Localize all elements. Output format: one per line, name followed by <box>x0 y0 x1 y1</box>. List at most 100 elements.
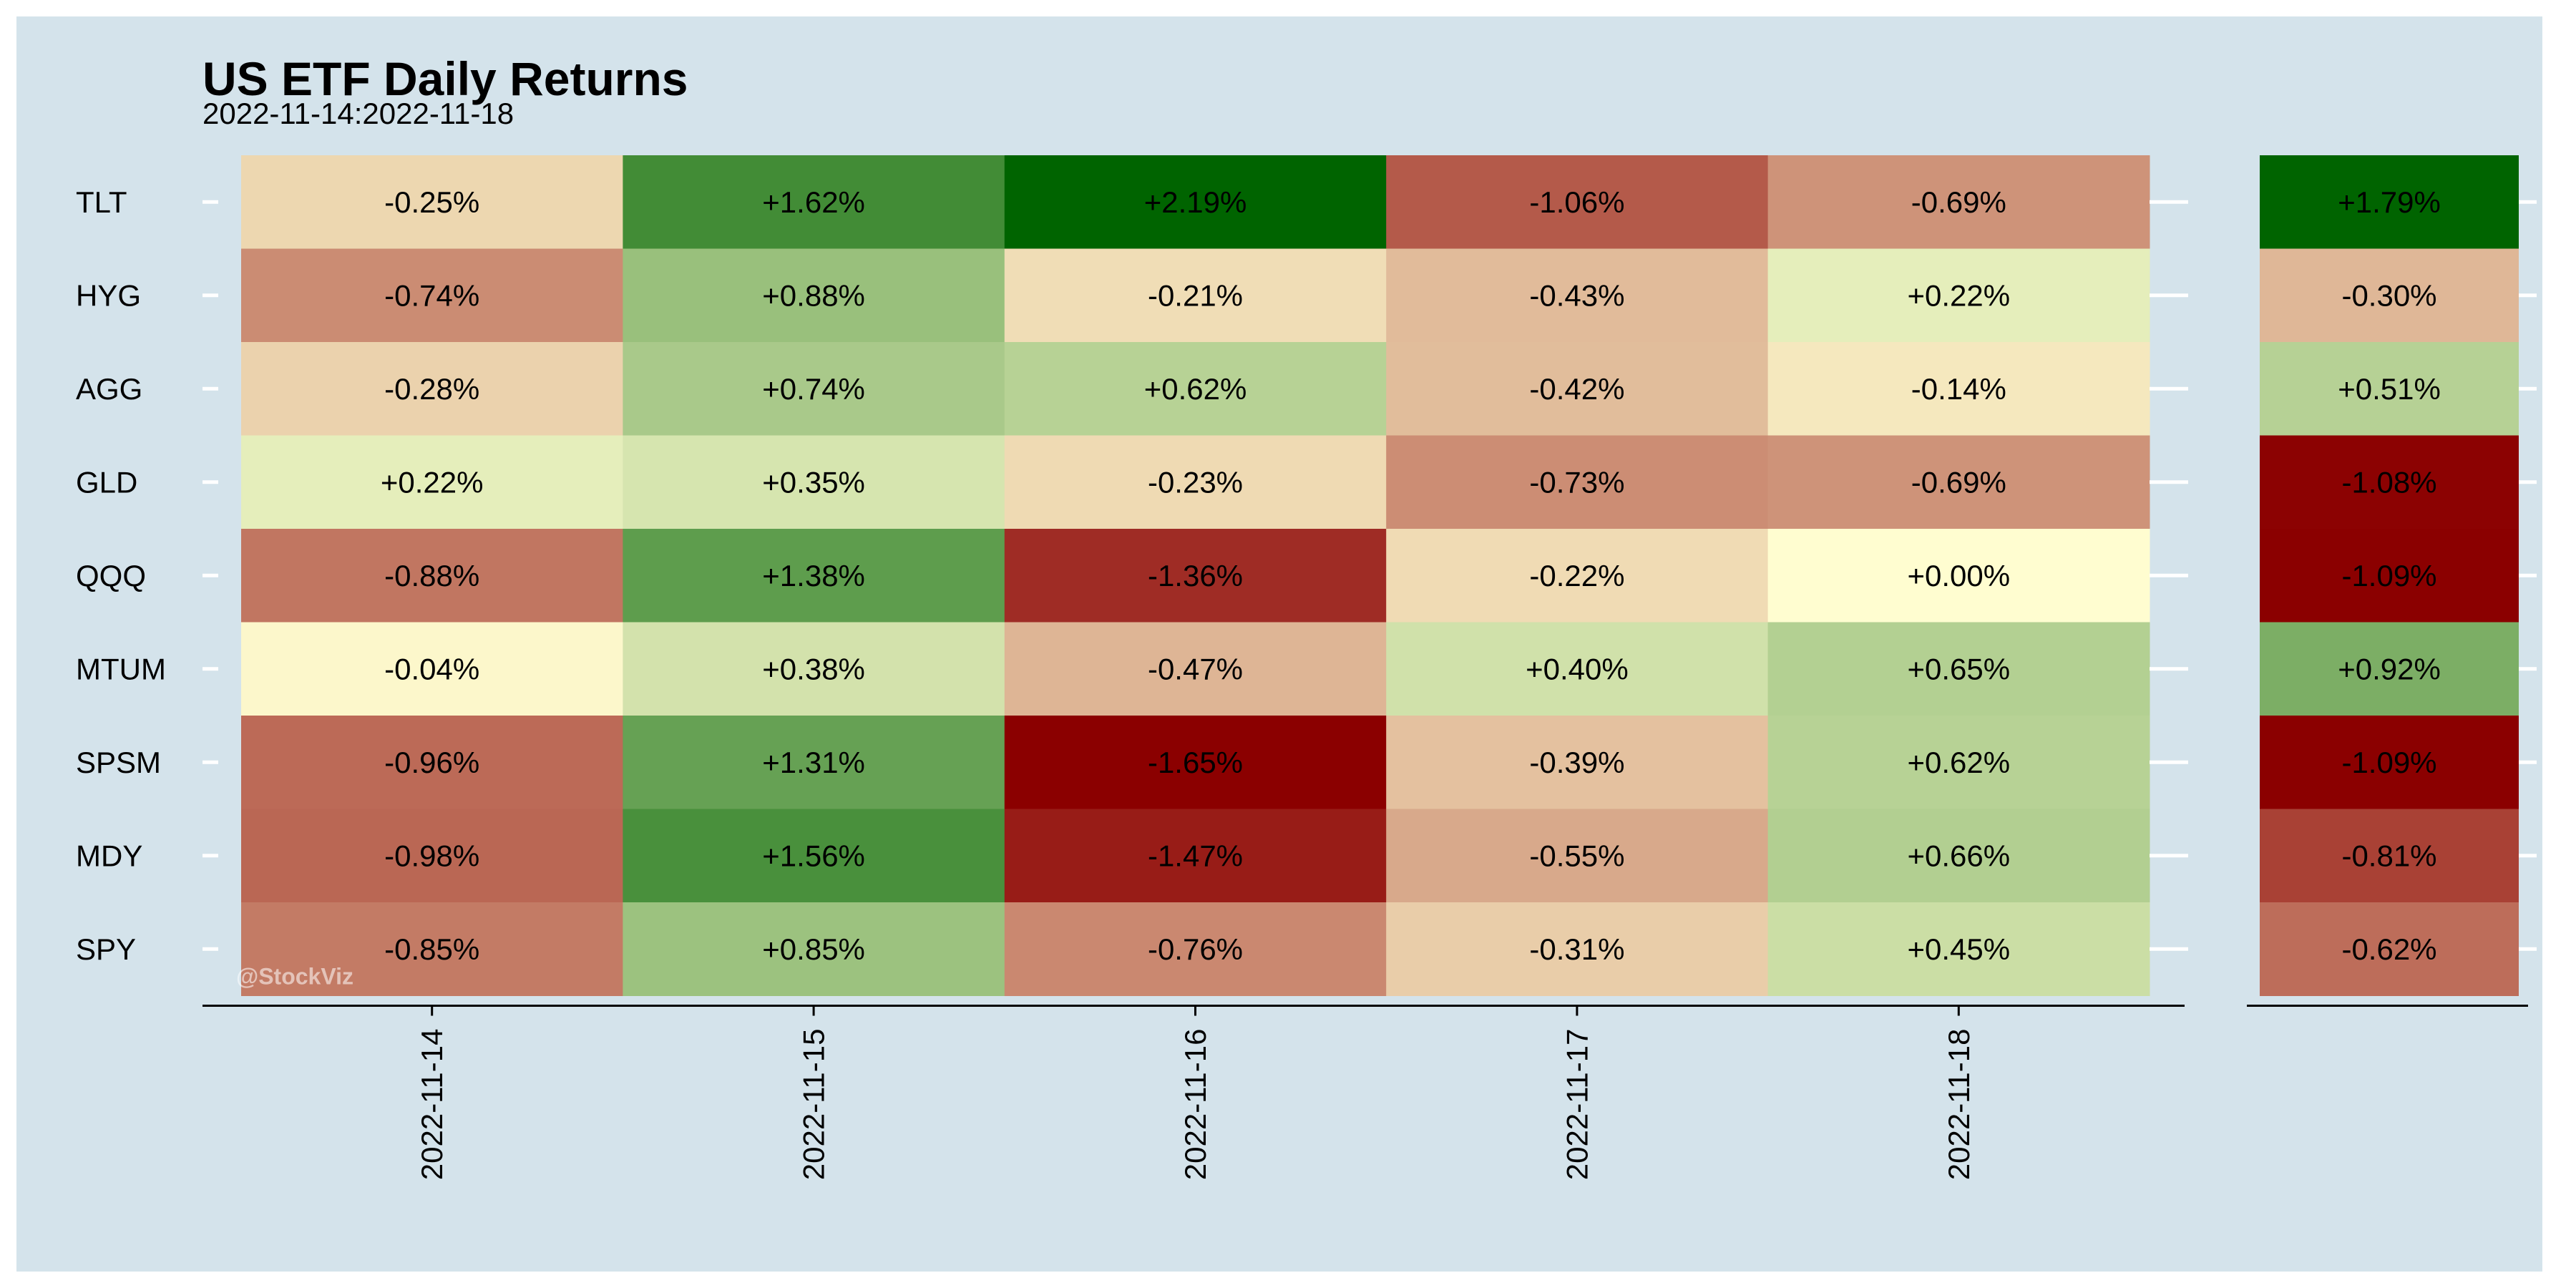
heatmap-cell <box>1386 342 1769 436</box>
heatmap-cell <box>241 342 623 436</box>
heatmap-cell <box>1004 902 1387 996</box>
cell-value-label: -0.69% <box>1911 465 2006 499</box>
total-value-label: -0.62% <box>2341 932 2436 966</box>
total-value-label: +1.79% <box>2338 185 2441 219</box>
cell-value-label: -0.28% <box>384 372 479 406</box>
row-label: QQQ <box>76 559 146 592</box>
row-label: HYG <box>76 278 141 312</box>
row-label: SPY <box>76 932 136 966</box>
heatmap-cell <box>1386 435 1769 530</box>
heatmap-cell <box>1767 622 2150 716</box>
cell-value-label: +0.40% <box>1526 652 1629 686</box>
cell-value-label: -0.47% <box>1148 652 1243 686</box>
column-label: 2022-11-16 <box>1179 1029 1212 1181</box>
heatmap-cell <box>241 529 623 623</box>
heatmap-cell <box>1767 155 2150 249</box>
row-label: TLT <box>76 185 127 219</box>
cell-value-label: +0.88% <box>762 278 865 312</box>
heatmap-cell <box>1767 902 2150 996</box>
total-heatmap: +1.79% -0.30% +0.51% -1.08% -1.09% +0.92% -1.0… <box>2260 155 2519 996</box>
total-cell <box>2260 622 2519 716</box>
total-cell <box>2260 248 2519 343</box>
heatmap-cell <box>623 248 1005 343</box>
heatmap-cell <box>1004 342 1387 436</box>
heatmap-cell <box>1767 529 2150 623</box>
cell-value-label: +0.22% <box>1907 278 2010 312</box>
heatmap-cell <box>241 155 623 249</box>
cell-value-label: +0.38% <box>762 652 865 686</box>
cell-value-label: -0.25% <box>384 185 479 219</box>
heatmap-cell <box>1386 529 1769 623</box>
heatmap-cell <box>1004 155 1387 249</box>
total-cell <box>2260 155 2519 249</box>
heatmap-cell <box>623 342 1005 436</box>
cell-value-label: -0.23% <box>1148 465 1243 499</box>
chart-subtitle: 2022-11-14:2022-11-18 <box>203 97 514 130</box>
cell-value-label: +1.38% <box>762 559 865 592</box>
column-label: 2022-11-14 <box>415 1029 449 1181</box>
heatmap-cell <box>1767 435 2150 530</box>
cell-value-label: -0.21% <box>1148 278 1243 312</box>
heatmap-cell <box>623 155 1005 249</box>
heatmap-cell <box>623 809 1005 903</box>
total-value-label: -1.08% <box>2341 465 2436 499</box>
cell-value-label: -0.42% <box>1529 372 1624 406</box>
heatmap-cell <box>1767 809 2150 903</box>
axes: TLT HYG AGG GLD QQQ MTUM SPSM MDY SPY 2022-11-14 2… <box>76 185 2537 1180</box>
cell-value-label: -0.55% <box>1529 839 1624 872</box>
row-label: MDY <box>76 839 142 872</box>
row-label: AGG <box>76 372 142 406</box>
heatmap-cell <box>623 529 1005 623</box>
cell-value-label: +1.56% <box>762 839 865 872</box>
cell-value-label: -0.85% <box>384 932 479 966</box>
heatmap-cell <box>1386 902 1769 996</box>
heatmap-cell <box>241 248 623 343</box>
heatmap-cell <box>1004 716 1387 809</box>
heatmap-cell <box>1386 622 1769 716</box>
cell-value-label: +0.66% <box>1907 839 2010 872</box>
chart-title: US ETF Daily Returns <box>203 52 688 105</box>
cell-value-label: -0.73% <box>1529 465 1624 499</box>
main-heatmap: -0.25% +1.62% +2.19% -1.06% -0.69% -0.74% +0.8… <box>241 155 2150 996</box>
total-value-label: +0.51% <box>2338 372 2441 406</box>
cell-value-label: +0.65% <box>1907 652 2010 686</box>
cell-value-label: +1.31% <box>762 746 865 779</box>
heatmap-cell <box>241 809 623 903</box>
total-value-label: -0.30% <box>2341 278 2436 312</box>
cell-value-label: -0.96% <box>384 746 479 779</box>
cell-value-label: +0.00% <box>1907 559 2010 592</box>
cell-value-label: -0.88% <box>384 559 479 592</box>
row-label: MTUM <box>76 652 166 686</box>
heatmap-cell <box>623 622 1005 716</box>
cell-value-label: +0.45% <box>1907 932 2010 966</box>
cell-value-label: -0.22% <box>1529 559 1624 592</box>
cell-value-label: -0.69% <box>1911 185 2006 219</box>
cell-value-label: +0.74% <box>762 372 865 406</box>
heatmap-cell <box>1386 248 1769 343</box>
total-value-label: -1.09% <box>2341 746 2436 779</box>
heatmap-cell <box>1004 529 1387 623</box>
cell-value-label: -0.39% <box>1529 746 1624 779</box>
heatmap-cell <box>1004 435 1387 530</box>
total-cell <box>2260 529 2519 623</box>
heatmap-cell <box>1004 809 1387 903</box>
cell-value-label: -0.76% <box>1148 932 1243 966</box>
cell-value-label: -0.74% <box>384 278 479 312</box>
heatmap-cell <box>241 435 623 530</box>
heatmap-cell <box>623 902 1005 996</box>
cell-value-label: +1.62% <box>762 185 865 219</box>
heatmap-cell <box>241 902 623 996</box>
total-value-label: -0.81% <box>2341 839 2436 872</box>
watermark: @StockViz <box>236 964 353 990</box>
cell-value-label: +0.35% <box>762 465 865 499</box>
cell-value-label: -1.36% <box>1148 559 1243 592</box>
cell-value-label: -0.04% <box>384 652 479 686</box>
cell-value-label: -1.47% <box>1148 839 1243 872</box>
cell-value-label: -0.31% <box>1529 932 1624 966</box>
heatmap-cell <box>623 716 1005 809</box>
cell-value-label: +0.62% <box>1907 746 2010 779</box>
total-cell <box>2260 435 2519 530</box>
total-cell <box>2260 902 2519 996</box>
cell-value-label: -0.14% <box>1911 372 2006 406</box>
